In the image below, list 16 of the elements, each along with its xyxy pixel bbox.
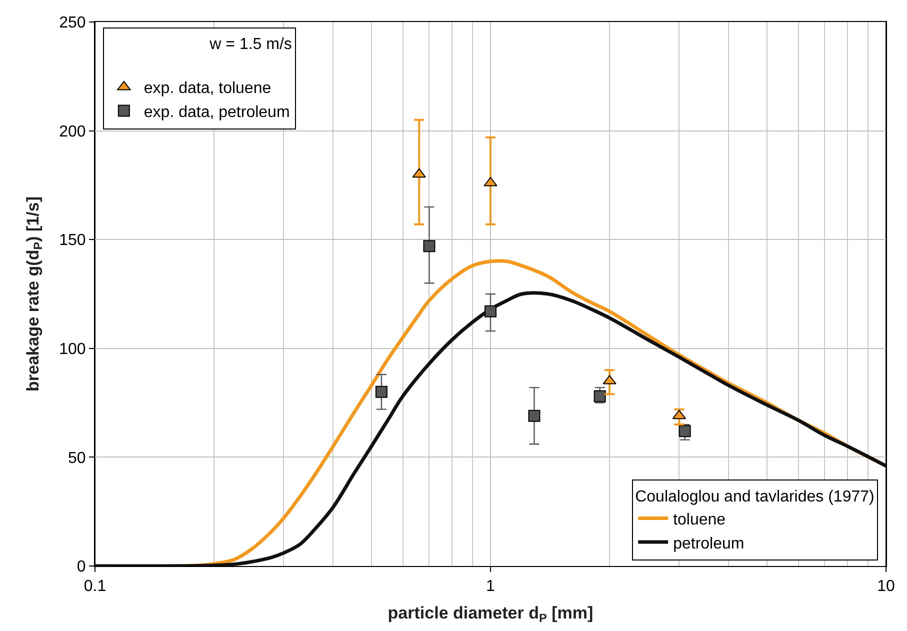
legend-label: toluene (673, 512, 726, 528)
y-tick-label: 50 (68, 450, 86, 467)
y-tick-label: 150 (59, 232, 86, 250)
x-tick-label: 1 (486, 578, 496, 596)
annotation: w = 1.5 m/s (208, 36, 292, 54)
x-tick-label: 10 (877, 578, 895, 596)
legend-label: exp. data, petroleum (144, 104, 290, 121)
legend-title: Coulaloglou and tavlarides (1977) (635, 488, 874, 506)
legend-label: petroleum (673, 535, 744, 552)
y-tick-label: 0 (76, 558, 86, 576)
y-tick-label: 250 (59, 14, 86, 32)
x-tick-label: 0.1 (84, 578, 106, 596)
y-tick-label: 200 (59, 123, 86, 140)
legend-label: exp. data, toluene (144, 80, 272, 98)
y-tick-label: 100 (59, 341, 86, 358)
x-axis-title: particle diameter d$_{P}$ [mm] (388, 604, 594, 626)
